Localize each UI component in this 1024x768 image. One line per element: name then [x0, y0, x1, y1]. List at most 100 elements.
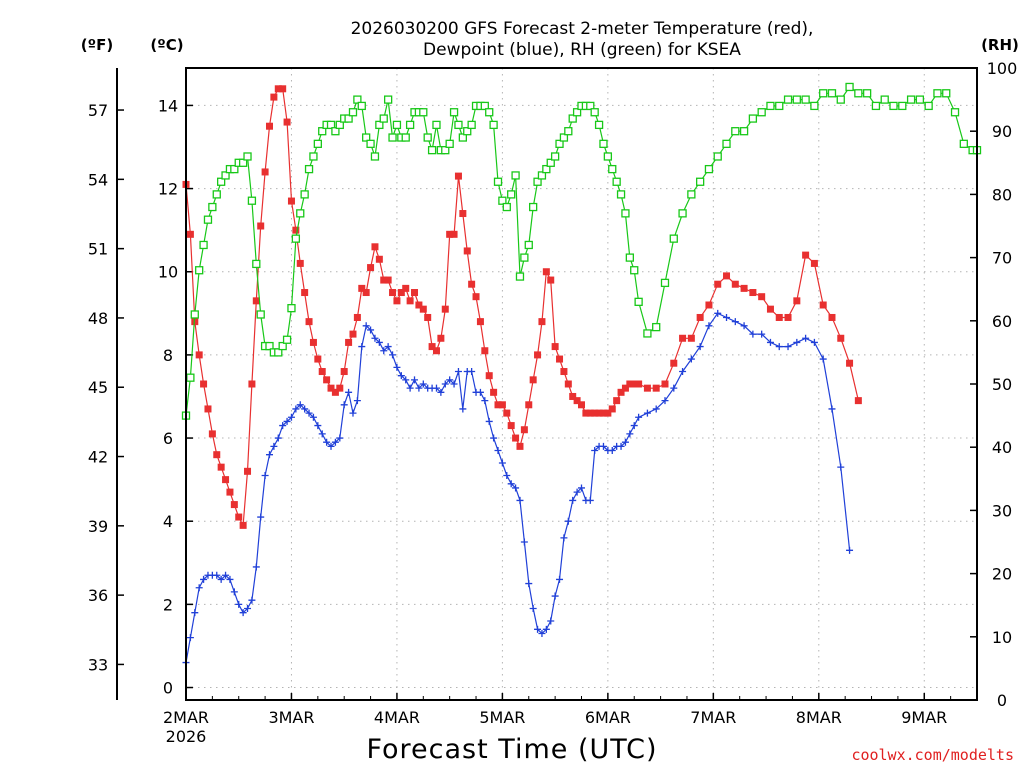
temperature-point — [525, 401, 533, 409]
dewpoint-point — [534, 625, 542, 633]
y-tick-label-rh: 40 — [992, 438, 1012, 457]
rh-point — [713, 152, 722, 161]
temperature-point — [828, 313, 836, 321]
rh-point — [190, 310, 199, 319]
temperature-point — [349, 330, 357, 338]
dewpoint-point — [230, 588, 238, 596]
rh-point — [278, 341, 287, 351]
rh-point — [502, 202, 511, 212]
temperature-point — [459, 210, 467, 218]
rh-point — [287, 304, 296, 313]
y-tick-label-c: 14 — [158, 96, 178, 115]
temperature-point — [318, 368, 326, 376]
temperature-point — [411, 289, 419, 297]
temperature-point — [432, 347, 440, 355]
rh-point — [572, 108, 582, 117]
rh-point — [441, 146, 450, 155]
temperature-point — [670, 359, 678, 367]
dewpoint-point — [384, 343, 392, 351]
rh-point — [524, 240, 533, 250]
rh-point — [195, 266, 204, 275]
rh-point — [568, 114, 577, 123]
temperature-point — [419, 305, 427, 313]
temperature-point — [494, 401, 502, 409]
temperature-point — [195, 351, 203, 359]
dewpoint-point — [551, 592, 559, 600]
dewpoint-point — [476, 388, 484, 396]
temperature-point — [424, 313, 432, 321]
rh-point — [766, 101, 775, 111]
dewpoint-point — [687, 355, 695, 363]
rh-unit-label: (RH) — [981, 36, 1019, 54]
temperature-point — [428, 343, 436, 351]
y-tick-label-f: 57 — [88, 101, 108, 120]
temperature-point — [705, 301, 713, 309]
temperature-point — [723, 272, 731, 280]
dewpoint-point — [643, 409, 651, 417]
dewpoint-point — [213, 571, 221, 579]
dewpoint-point — [485, 417, 493, 425]
temperature-point — [314, 355, 322, 363]
x-tick-label: 8MAR — [796, 708, 842, 727]
temperature-point — [305, 318, 313, 326]
rh-point — [296, 209, 305, 218]
rh-point — [362, 133, 371, 142]
temperature-point — [270, 93, 278, 101]
y-tick-label-rh: 100 — [987, 59, 1018, 78]
dewpoint-point — [564, 517, 572, 525]
rh-point — [449, 108, 459, 117]
rh-point — [546, 158, 555, 167]
dewpoint-point — [345, 388, 353, 396]
rh-point — [208, 202, 217, 212]
dewpoint-point — [371, 334, 379, 342]
rh-point — [375, 120, 384, 130]
rh-point — [533, 177, 542, 186]
rh-point — [243, 152, 252, 161]
rh-point — [300, 190, 309, 199]
x-tick-label: 2MAR — [163, 708, 209, 727]
dewpoint-point — [318, 430, 326, 438]
rh-point — [933, 89, 942, 98]
temperature-point — [257, 222, 265, 230]
dewpoint-point — [494, 447, 502, 455]
rh-point — [238, 158, 248, 167]
temperature-point — [454, 172, 462, 180]
temperature-point — [292, 226, 300, 234]
y-tick-label-rh: 70 — [992, 249, 1012, 268]
dewpoint-point — [367, 326, 375, 334]
y-tick-label-rh: 0 — [997, 691, 1007, 710]
dewpoint-point — [529, 605, 537, 613]
dewpoint-point — [766, 338, 774, 346]
rh-point — [256, 310, 265, 319]
dewpoint-point — [411, 376, 419, 384]
y-tick-label-rh: 90 — [992, 122, 1012, 141]
rh-point — [599, 139, 608, 148]
dewpoint-point — [252, 563, 260, 571]
rh-point — [559, 133, 569, 142]
rh-point — [454, 120, 463, 130]
temperature-point — [296, 259, 304, 267]
temperature-point — [643, 384, 651, 392]
temperature-point — [586, 409, 594, 417]
dewpoint-point — [239, 609, 247, 617]
rh-point — [906, 95, 916, 104]
rh-point — [608, 164, 617, 174]
temperature-point — [740, 284, 748, 292]
temperature-point — [437, 334, 445, 342]
rh-point — [564, 127, 573, 136]
dewpoint-point — [569, 496, 577, 504]
dewpoint-point — [336, 434, 344, 442]
dewpoint-point — [301, 405, 309, 413]
x-year-label: 2026 — [166, 727, 207, 746]
rh-point — [739, 127, 749, 136]
temperature-point — [230, 501, 238, 509]
dewpoint-point — [481, 397, 489, 405]
rh-point — [489, 120, 498, 130]
y-tick-label-c: 10 — [158, 263, 178, 282]
temperature-point — [529, 376, 537, 384]
dewpoint-point — [621, 438, 629, 446]
dewpoint-point — [520, 538, 528, 546]
rh-point — [423, 133, 432, 142]
temperature-point — [252, 297, 260, 305]
dewpoint-point — [257, 513, 265, 521]
